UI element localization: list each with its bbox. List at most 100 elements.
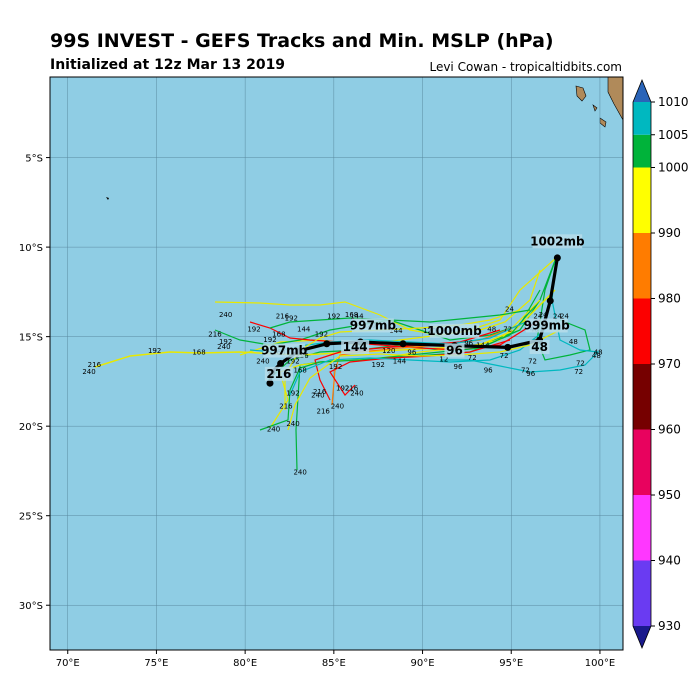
hour-label: 48 bbox=[592, 352, 601, 360]
y-tick-label: 20°S bbox=[19, 422, 43, 433]
hour-label-box bbox=[341, 339, 370, 354]
hour-label: 240 bbox=[217, 343, 230, 351]
hour-label: 144 bbox=[350, 313, 364, 321]
island-small-2 bbox=[592, 104, 598, 112]
hour-label: 192 bbox=[327, 313, 340, 321]
hour-label: 168 bbox=[293, 366, 306, 374]
chart-subtitle: Initialized at 12z Mar 13 2019 bbox=[50, 57, 286, 73]
hour-label: 144 bbox=[297, 325, 311, 333]
y-tick-label: 5°S bbox=[25, 154, 43, 165]
hour-label: 168 bbox=[192, 349, 205, 357]
colorbar-segment bbox=[633, 102, 651, 135]
pressure-label: 997mb bbox=[350, 318, 397, 332]
hour-label: 216 bbox=[88, 361, 102, 369]
hour-label: 24 bbox=[533, 313, 542, 321]
x-tick-label: 75°E bbox=[144, 658, 168, 669]
hour-label: 192 bbox=[286, 358, 299, 366]
colorbar-tick-label: 1010 bbox=[658, 95, 689, 109]
pressure-label: 1002mb bbox=[530, 234, 585, 248]
chart-title: 99S INVEST - GEFS Tracks and Min. MSLP (… bbox=[50, 30, 554, 52]
hour-label: 144 bbox=[389, 327, 403, 335]
colorbar-arrow-bottom bbox=[633, 626, 651, 648]
hour-labels-small: 2424021619219216814412014419216819221619… bbox=[82, 306, 602, 477]
colorbar-tick-label: 990 bbox=[658, 226, 681, 240]
colorbar-segment bbox=[633, 298, 651, 364]
colorbar-segment bbox=[633, 560, 651, 626]
hour-label: 48 bbox=[487, 325, 496, 333]
hour-label: 192 bbox=[372, 361, 385, 369]
hour-label-major: 216 bbox=[266, 367, 291, 381]
mean-track-point bbox=[504, 343, 512, 351]
colorbar-tick-label: 1000 bbox=[658, 161, 689, 175]
hour-label: 192 bbox=[329, 363, 342, 371]
hour-label: 72 bbox=[574, 368, 583, 376]
mean-track-point bbox=[553, 254, 561, 262]
hour-label: 96 bbox=[464, 340, 473, 348]
hour-label: 24 bbox=[539, 311, 548, 319]
colorbar: 1010 1005 1000 990 980 970 960 950 940 930 bbox=[632, 78, 689, 650]
colorbar-segment bbox=[633, 134, 651, 168]
ocean-background bbox=[50, 77, 623, 650]
hour-label: 192 bbox=[285, 315, 298, 323]
hour-label: 96 bbox=[407, 349, 416, 357]
grid-lines bbox=[50, 77, 623, 650]
hour-label: 216 bbox=[276, 313, 290, 321]
hour-label: 192 bbox=[286, 390, 299, 398]
hour-label-box bbox=[264, 366, 293, 381]
hour-label: 72 bbox=[576, 359, 585, 367]
y-tick-label: 30°S bbox=[19, 601, 43, 612]
hour-label: 240 bbox=[331, 402, 344, 410]
hour-label: 96 bbox=[484, 366, 493, 374]
map-frame bbox=[49, 76, 624, 651]
y-tick-label: 25°S bbox=[19, 512, 43, 523]
hour-label: 72 bbox=[503, 325, 512, 333]
colorbar-segment bbox=[633, 364, 651, 430]
x-tick-label: 100°E bbox=[585, 658, 615, 669]
pressure-label-box bbox=[351, 318, 394, 333]
y-tick-label: 15°S bbox=[19, 333, 43, 344]
pressure-label-box bbox=[532, 234, 583, 249]
hour-label: 144 bbox=[393, 358, 407, 366]
hour-label: 12 bbox=[439, 356, 448, 364]
hour-label: 240 bbox=[286, 420, 299, 428]
hour-label: 192 bbox=[219, 338, 232, 346]
hour-label: 192 bbox=[148, 347, 161, 355]
pressure-label: 1000mb bbox=[427, 324, 482, 338]
pressure-label-box bbox=[429, 323, 480, 338]
island-small-4 bbox=[106, 197, 109, 200]
hour-label-box bbox=[444, 343, 465, 358]
mean-track-point bbox=[266, 379, 274, 387]
hour-label: 216 bbox=[208, 331, 222, 339]
track-member-5 bbox=[214, 269, 541, 336]
colorbar-tick-label: 960 bbox=[658, 423, 681, 437]
hour-label: 240 bbox=[256, 358, 269, 366]
pressure-label: 999mb bbox=[524, 318, 571, 332]
credit-label: Levi Cowan - tropicaltidbits.com bbox=[429, 60, 622, 74]
land-group bbox=[106, 77, 623, 200]
hour-label: 192 bbox=[315, 331, 328, 339]
colorbar-segment bbox=[633, 233, 651, 299]
hour-label: 120 bbox=[382, 347, 395, 355]
pressure-label: 997mb bbox=[261, 344, 308, 358]
hour-label-major: 144 bbox=[343, 340, 368, 354]
mean-track-point bbox=[399, 340, 407, 348]
hour-label-box bbox=[529, 339, 550, 354]
colorbar-tick-label: 940 bbox=[658, 554, 681, 568]
track-member-2 bbox=[239, 257, 557, 356]
hour-label: 216 bbox=[345, 384, 359, 392]
hour-label: 72 bbox=[500, 352, 509, 360]
x-tick-label: 85°E bbox=[322, 658, 346, 669]
hour-label: 24 bbox=[560, 313, 569, 321]
landmass-sumatra bbox=[607, 77, 623, 121]
track-member-1 bbox=[536, 257, 591, 361]
hour-label: 240 bbox=[219, 311, 232, 319]
hour-label: 72 bbox=[521, 366, 530, 374]
hour-label-major: 48 bbox=[531, 340, 548, 354]
colorbar-segment bbox=[633, 167, 651, 233]
hour-label: 168 bbox=[345, 311, 358, 319]
hour-label: 240 bbox=[82, 368, 95, 376]
colorbar-arrow-top bbox=[633, 80, 651, 102]
hour-label: 72 bbox=[528, 358, 537, 366]
